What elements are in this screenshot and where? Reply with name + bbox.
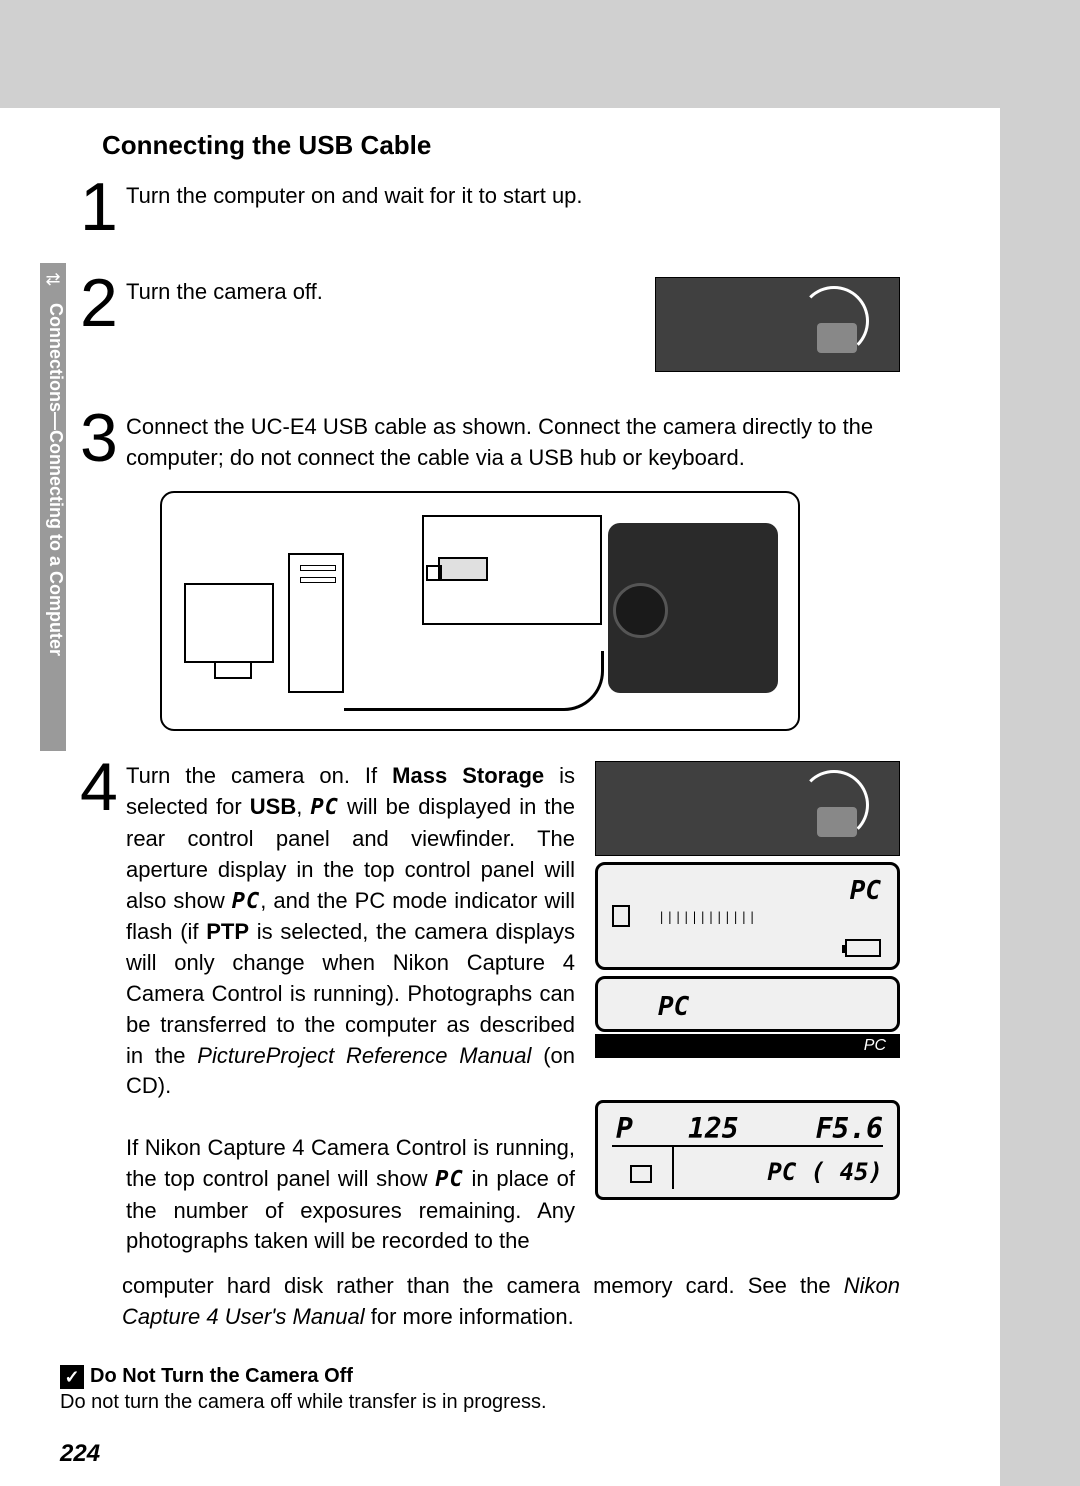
- camera-on-illustration: [595, 761, 900, 856]
- step-number: 2: [80, 275, 120, 372]
- step-4-continued: computer hard disk rather than the camer…: [122, 1271, 900, 1333]
- connection-diagram: [160, 491, 800, 731]
- lcd-panels: PC |||||||||||| PC PC P 125 F5.6: [595, 761, 900, 1200]
- viewfinder-strip: PC: [595, 1034, 900, 1058]
- step-3: 3 Connect the UC-E4 USB cable as shown. …: [80, 410, 900, 474]
- manual-page: ⇄ Connections—Connecting to a Computer C…: [0, 108, 1000, 1486]
- step-text: Turn the computer on and wait for it to …: [126, 179, 900, 237]
- step-2: 2 Turn the camera off.: [80, 275, 900, 372]
- step-number: 1: [80, 179, 120, 237]
- step-text: Turn the camera on. If Mass Storage is s…: [126, 761, 575, 1257]
- step-text: Turn the camera off.: [126, 277, 635, 308]
- step-text: Connect the UC-E4 USB cable as shown. Co…: [126, 410, 900, 474]
- top-lcd: P 125 F5.6 PC ( 45): [595, 1100, 900, 1200]
- warning-row: ✓ Do Not Turn the Camera Off: [60, 1365, 900, 1389]
- check-icon: ✓: [60, 1365, 84, 1389]
- step-number: 4: [80, 759, 120, 1257]
- section-heading: Connecting the USB Cable: [102, 130, 900, 161]
- warning-title: Do Not Turn the Camera Off: [90, 1365, 353, 1388]
- rear-lcd: PC ||||||||||||: [595, 862, 900, 970]
- side-section-label: Connections—Connecting to a Computer: [40, 303, 66, 743]
- step-4: 4 Turn the camera on. If Mass Storage is…: [80, 759, 900, 1257]
- step-1: 1 Turn the computer on and wait for it t…: [80, 179, 900, 237]
- warning-text: Do not turn the camera off while transfe…: [60, 1391, 900, 1414]
- camera-off-illustration: [655, 277, 900, 372]
- viewfinder-lcd: PC: [595, 976, 900, 1032]
- step-number: 3: [80, 410, 120, 474]
- link-icon: ⇄: [43, 269, 63, 289]
- page-number: 224: [60, 1440, 100, 1468]
- side-tab: ⇄ Connections—Connecting to a Computer: [40, 263, 66, 751]
